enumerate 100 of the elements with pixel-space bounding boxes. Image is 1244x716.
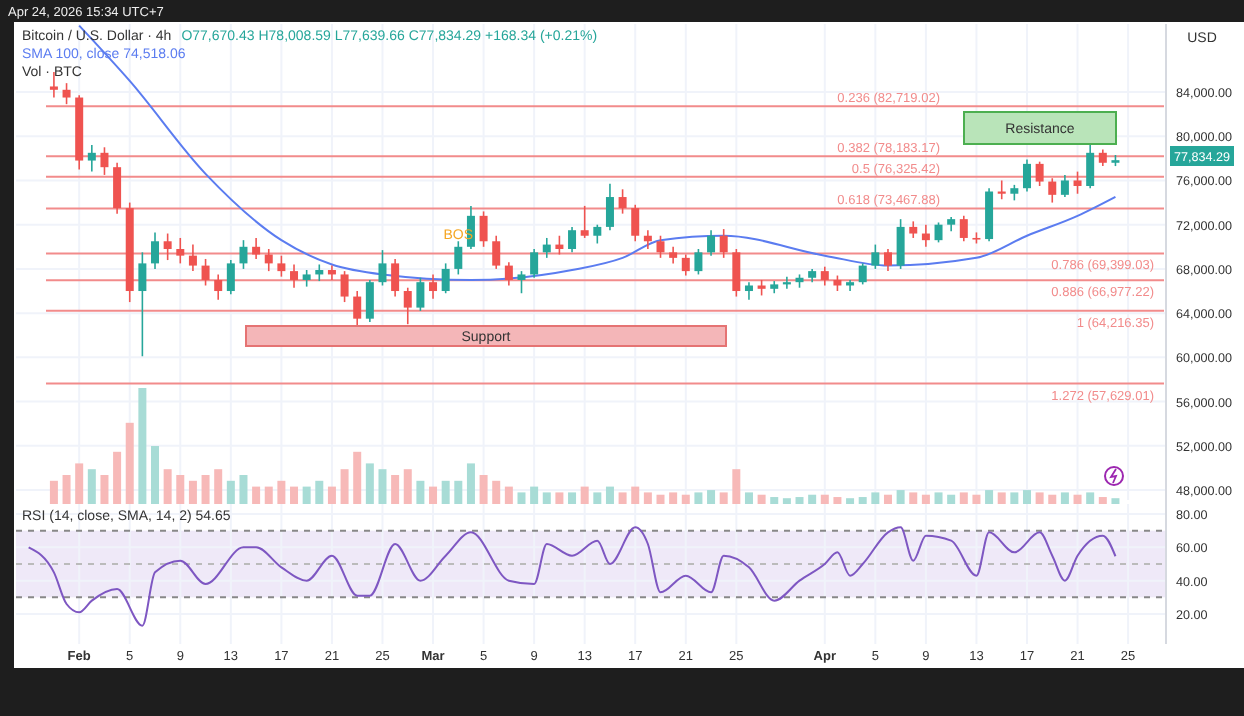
candlestick <box>252 237 261 260</box>
candlestick <box>605 182 614 232</box>
bar <box>1022 490 1031 504</box>
candlestick <box>492 234 501 270</box>
bar <box>744 492 753 504</box>
bar <box>770 497 779 504</box>
bar <box>681 494 690 504</box>
bar <box>214 469 223 504</box>
bar <box>138 388 147 504</box>
bar <box>466 463 475 504</box>
candlestick <box>1073 170 1082 195</box>
bar <box>239 475 248 504</box>
candlestick <box>858 262 867 286</box>
bar <box>896 490 905 504</box>
candlestick <box>315 263 324 282</box>
candlestick <box>568 226 577 254</box>
bar <box>100 475 109 504</box>
bar <box>264 486 273 504</box>
candlestick <box>163 232 172 261</box>
candlestick <box>100 146 109 176</box>
bar <box>1073 494 1082 504</box>
bar <box>985 490 994 504</box>
bar <box>618 492 627 504</box>
candlestick <box>681 253 690 277</box>
bar <box>454 480 463 504</box>
bar <box>909 492 918 504</box>
bar <box>290 486 299 504</box>
bar <box>921 494 930 504</box>
candlestick <box>643 229 652 250</box>
candlestick <box>694 248 703 276</box>
bar <box>1098 497 1107 504</box>
bar <box>934 492 943 504</box>
candlestick <box>985 187 994 243</box>
candlestick <box>188 243 197 272</box>
candlestick <box>391 258 400 298</box>
candlestick <box>340 270 349 303</box>
bar <box>858 497 867 504</box>
bar <box>441 480 450 504</box>
candlestick <box>707 229 716 257</box>
bar <box>605 486 614 504</box>
candlestick <box>883 248 892 272</box>
line-series <box>27 526 1117 627</box>
candlestick <box>1022 158 1031 193</box>
bar <box>479 475 488 504</box>
bar <box>846 498 855 504</box>
bar <box>707 490 716 504</box>
bar <box>1060 492 1069 504</box>
bar <box>1111 498 1120 504</box>
candlestick <box>504 261 513 287</box>
bar <box>542 492 551 504</box>
bar <box>113 451 122 504</box>
bar <box>719 492 728 504</box>
bar <box>302 486 311 504</box>
candlestick <box>151 231 160 270</box>
candlestick <box>113 161 122 215</box>
candlestick <box>378 249 387 287</box>
bar <box>176 475 185 504</box>
candlestick <box>87 144 96 173</box>
candlestick <box>416 276 425 312</box>
candlestick <box>49 71 58 99</box>
bar <box>504 486 513 504</box>
bar <box>593 492 602 504</box>
bar <box>833 497 842 504</box>
candlestick <box>138 251 147 358</box>
candlestick <box>542 237 551 259</box>
candlestick <box>353 290 362 328</box>
candlestick <box>176 237 185 265</box>
candlestick <box>820 265 829 287</box>
candlestick <box>277 254 286 278</box>
candlestick <box>1060 174 1069 198</box>
bar <box>151 446 160 504</box>
candlestick <box>732 248 741 298</box>
bar <box>871 492 880 504</box>
bar <box>643 492 652 504</box>
candlestick <box>429 273 438 300</box>
candlestick <box>921 223 930 248</box>
bar <box>808 494 817 504</box>
bar <box>883 494 892 504</box>
bar <box>492 480 501 504</box>
bar <box>365 463 374 504</box>
candlestick <box>226 259 235 296</box>
candlestick <box>656 234 665 259</box>
bar <box>517 492 526 504</box>
bar <box>972 494 981 504</box>
candlestick <box>62 82 71 105</box>
bar <box>669 492 678 504</box>
bar <box>656 494 665 504</box>
bar <box>188 480 197 504</box>
bar <box>795 497 804 504</box>
bar <box>201 475 210 504</box>
candlestick <box>593 223 602 245</box>
bar <box>959 492 968 504</box>
candlestick <box>403 286 412 325</box>
bar <box>568 492 577 504</box>
candlestick <box>441 262 450 295</box>
candlestick <box>201 258 210 287</box>
bar <box>327 486 336 504</box>
candlestick <box>618 188 627 215</box>
bar <box>555 492 564 504</box>
candlestick <box>517 270 526 295</box>
